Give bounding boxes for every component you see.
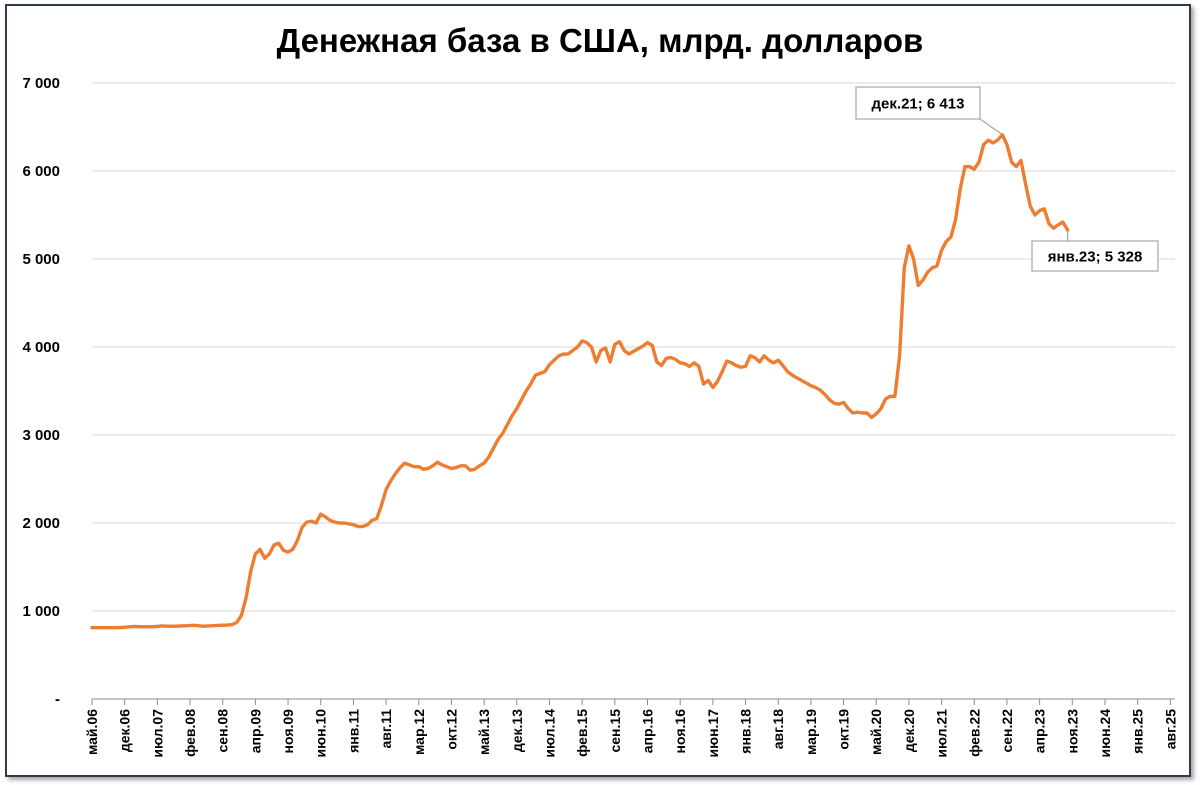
y-tick-label: 1 000 <box>22 603 60 620</box>
y-tick-label: 4 000 <box>22 339 60 356</box>
x-tick-label: мар.19 <box>803 709 819 755</box>
x-tick-label: июл.21 <box>934 709 950 758</box>
x-tick-label: май.13 <box>476 709 492 755</box>
x-tick-label: июл.14 <box>541 709 557 758</box>
x-tick-label: апр.09 <box>247 709 263 753</box>
y-tick-label: - <box>55 691 60 708</box>
callout-peak-box <box>855 86 981 120</box>
x-tick-label: фев.08 <box>182 709 198 757</box>
x-tick-label: окт.12 <box>443 709 459 750</box>
x-tick-label: дек.20 <box>901 709 917 752</box>
callout-peak-leader <box>979 118 1003 136</box>
gridlines <box>92 82 1175 612</box>
y-axis-ticks: - 1 000 2 000 3 000 4 000 5 000 6 000 7 000 <box>22 75 60 708</box>
x-tick-label: окт.19 <box>836 709 852 750</box>
x-tick-label: янв.11 <box>345 709 361 753</box>
x-tick-label: ноя.09 <box>280 709 296 754</box>
x-tick-label: апр.16 <box>640 709 656 753</box>
y-tick-label: 3 000 <box>22 427 60 444</box>
y-tick-label: 7 000 <box>22 75 60 92</box>
x-tick-label: авг.11 <box>378 709 394 749</box>
x-tick-label: дек.06 <box>117 709 133 752</box>
x-tick-label: сен.08 <box>215 709 231 753</box>
x-tick-label: июл.07 <box>149 709 165 758</box>
x-tick-label: сен.22 <box>999 709 1015 753</box>
x-tick-label: ноя.23 <box>1064 709 1080 754</box>
series-line-monetary-base <box>90 132 1070 630</box>
y-tick-label: 5 000 <box>22 251 60 268</box>
x-tick-label: авг.25 <box>1162 709 1178 749</box>
callout-last-box <box>1031 240 1159 272</box>
x-tick-label: фев.22 <box>966 709 982 757</box>
x-tick-label: апр.23 <box>1032 709 1048 753</box>
x-tick-label: ноя.16 <box>672 709 688 754</box>
x-tick-label: авг.18 <box>770 709 786 749</box>
data-callouts: дек.21; 6 413 янв.23; 5 328 <box>855 86 1159 272</box>
x-tick-label: фев.15 <box>574 709 590 757</box>
x-tick-label: июн.10 <box>313 709 329 758</box>
x-tick-label: сен.15 <box>607 709 623 753</box>
y-tick-label: 2 000 <box>22 515 60 532</box>
y-tick-label: 6 000 <box>22 163 60 180</box>
x-tick-label: май.06 <box>84 709 100 755</box>
x-tick-label: янв.25 <box>1130 709 1146 754</box>
x-tick-label: июн.17 <box>705 709 721 758</box>
callout-peak-label: дек.21; 6 413 <box>872 96 965 113</box>
x-axis-ticks: май.06 дек.06 июл.07 фев.08 сен.08 апр.09 ноя.… <box>84 699 1178 758</box>
chart-frame <box>5 4 1191 777</box>
x-tick-label: июн.24 <box>1097 709 1113 758</box>
x-tick-label: мар.12 <box>411 709 427 755</box>
callout-last-label: янв.23; 5 328 <box>1048 249 1143 266</box>
x-tick-label: май.20 <box>868 709 884 755</box>
x-tick-label: дек.13 <box>509 709 525 752</box>
chart-title: Денежная база в США, млрд. долларов <box>277 22 924 59</box>
x-tick-label: янв.18 <box>738 709 754 754</box>
